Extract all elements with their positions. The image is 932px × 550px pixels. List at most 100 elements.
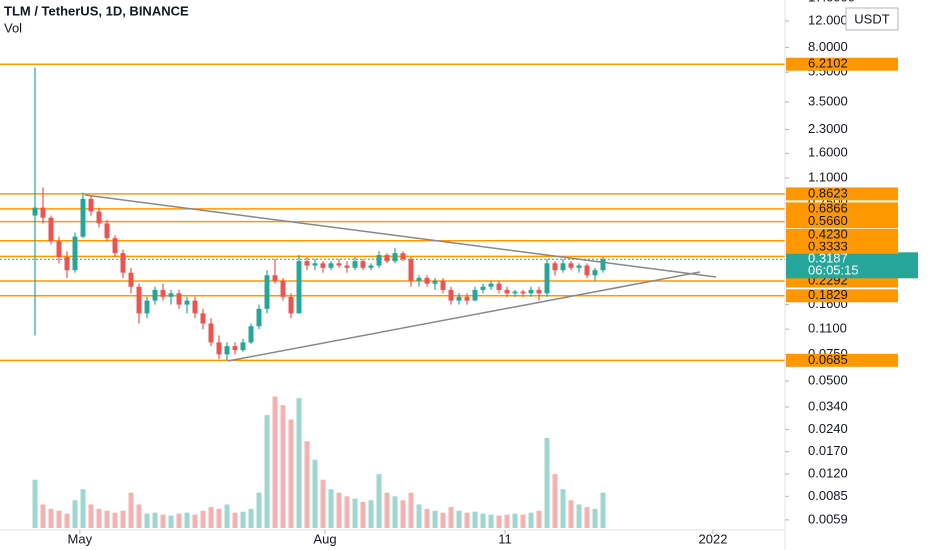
candle-body <box>152 289 158 301</box>
volume-bar <box>152 512 158 528</box>
volume-bar <box>320 479 326 528</box>
volume-bar <box>400 500 406 528</box>
currency-box <box>845 7 899 31</box>
candle-body <box>568 263 574 268</box>
volume-bar <box>528 512 534 528</box>
volume-bar <box>200 510 206 528</box>
y-tick-label: 17.0000 <box>808 0 855 4</box>
candle-body <box>416 277 422 281</box>
volume-bar <box>232 512 238 528</box>
y2-tick-label: 0.0059 <box>808 511 848 526</box>
candle-body <box>472 289 478 301</box>
volume-legend: Vol <box>4 20 22 35</box>
level-label-box <box>786 289 898 303</box>
countdown: 06:05:15 <box>808 263 859 278</box>
volume-bar <box>496 515 502 528</box>
candle-body <box>264 275 270 309</box>
volume-bar <box>480 513 486 528</box>
volume-bar <box>376 474 382 528</box>
candle-body <box>448 289 454 301</box>
volume-bar <box>120 510 126 528</box>
candle-body <box>200 313 206 324</box>
volume-bar <box>144 513 150 528</box>
candle-body <box>496 283 502 290</box>
level-label: 0.4230 <box>808 227 848 242</box>
volume-bar <box>248 508 254 528</box>
candle-body <box>512 291 518 294</box>
currency: USDT <box>854 11 889 26</box>
chart-title: TLM / TetherUS, 1D, BINANCE <box>4 3 189 18</box>
candles-layer <box>32 67 606 361</box>
current-price-label: 0.3187 <box>808 251 848 266</box>
level-label: 0.8623 <box>808 185 848 200</box>
volume-bar <box>136 504 142 528</box>
candle-body <box>208 323 214 343</box>
volume-bar <box>88 504 94 528</box>
candle-body <box>72 236 78 271</box>
y-tick-label: 3.5000 <box>808 93 848 108</box>
x-tick-label: May <box>68 531 93 546</box>
y-tick-label: 0.1100 <box>808 321 847 336</box>
candle-body <box>488 283 494 287</box>
volume-bar <box>192 514 198 528</box>
y2-tick-label: 0.0120 <box>808 466 848 481</box>
volume-bar <box>552 474 558 528</box>
candle-body <box>560 263 566 271</box>
volume-bar <box>40 504 46 528</box>
candle-body <box>440 280 446 290</box>
volume-bar <box>184 512 190 528</box>
volume-bar <box>520 514 526 528</box>
x-tick-label: 2022 <box>699 531 728 546</box>
candle-body <box>104 223 110 239</box>
candle-body <box>88 198 94 212</box>
volume-bar <box>352 498 358 528</box>
y-tick-label: 1.1000 <box>808 169 848 184</box>
level-label-box <box>786 215 898 229</box>
volume-bar <box>328 489 334 528</box>
level-label-box <box>786 228 898 242</box>
candle-body <box>32 207 38 216</box>
volume-layer <box>32 396 606 528</box>
volume-bar <box>176 513 182 528</box>
candle-body <box>312 263 318 266</box>
volume-bar <box>264 415 270 528</box>
candle-body <box>504 289 510 294</box>
volume-bar <box>48 508 54 528</box>
volume-bar <box>312 459 318 528</box>
level-label-box <box>786 353 898 367</box>
volume-bar <box>160 514 166 528</box>
candle-body <box>256 308 262 327</box>
candle-body <box>184 300 190 305</box>
candle-body <box>96 211 102 224</box>
volume-bar <box>168 515 174 528</box>
volume-bar <box>464 512 470 528</box>
labels-layer: 0.06850.18290.22920.318706:05:150.33330.… <box>786 56 918 367</box>
y2-tick-label: 0.0085 <box>808 488 848 503</box>
volume-bar <box>560 489 566 528</box>
volume-bar <box>456 510 462 528</box>
trend-line <box>84 194 717 278</box>
volume-bar <box>240 511 246 528</box>
candle-body <box>344 265 350 268</box>
volume-bar <box>592 508 598 528</box>
volume-bar <box>112 512 118 528</box>
candle-body <box>352 261 358 268</box>
volume-bar <box>272 396 278 528</box>
candle-body <box>400 253 406 260</box>
candle-body <box>240 342 246 351</box>
x-tick-label: 11 <box>498 531 512 546</box>
candle-body <box>544 263 550 294</box>
volume-bar <box>360 501 366 528</box>
candle-body <box>144 300 150 314</box>
candle-body <box>576 265 582 268</box>
volume-bar <box>72 500 78 528</box>
candle-body <box>328 263 334 268</box>
volume-bar <box>384 492 390 528</box>
candle-body <box>136 286 142 314</box>
level-label-box <box>786 187 898 201</box>
volume-bar <box>512 513 518 528</box>
candle-body <box>120 253 126 273</box>
volume-bar <box>504 514 510 528</box>
candle-body <box>432 280 438 284</box>
